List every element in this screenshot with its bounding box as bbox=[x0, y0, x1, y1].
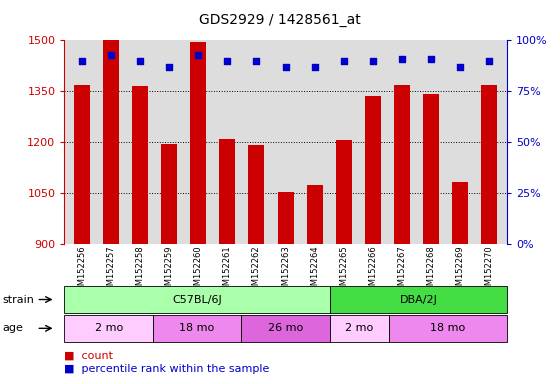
Bar bbox=[307, 185, 323, 244]
Point bbox=[136, 58, 144, 64]
Text: strain: strain bbox=[3, 295, 35, 305]
Point bbox=[427, 56, 436, 62]
Text: DBA/2J: DBA/2J bbox=[399, 295, 437, 305]
Point bbox=[194, 51, 203, 58]
Bar bbox=[220, 139, 235, 244]
Text: C57BL/6J: C57BL/6J bbox=[172, 295, 222, 305]
Bar bbox=[394, 85, 410, 244]
Point bbox=[456, 64, 465, 70]
Point bbox=[77, 58, 86, 64]
Text: 26 mo: 26 mo bbox=[268, 323, 303, 333]
Text: 2 mo: 2 mo bbox=[345, 323, 374, 333]
Bar bbox=[452, 182, 468, 244]
Point bbox=[398, 56, 407, 62]
Bar bbox=[190, 42, 206, 244]
Bar bbox=[74, 85, 90, 244]
Bar bbox=[336, 140, 352, 244]
Bar bbox=[132, 86, 148, 244]
Point bbox=[281, 64, 290, 70]
Bar bbox=[278, 192, 293, 244]
Text: 18 mo: 18 mo bbox=[430, 323, 465, 333]
Point bbox=[339, 58, 348, 64]
Bar bbox=[103, 40, 119, 244]
Text: 2 mo: 2 mo bbox=[95, 323, 123, 333]
Text: 18 mo: 18 mo bbox=[180, 323, 214, 333]
Bar bbox=[482, 85, 497, 244]
Point bbox=[223, 58, 232, 64]
Point bbox=[368, 58, 377, 64]
Bar bbox=[249, 146, 264, 244]
Bar bbox=[423, 94, 439, 244]
Point bbox=[252, 58, 261, 64]
Bar bbox=[365, 96, 381, 244]
Point bbox=[165, 64, 174, 70]
Bar bbox=[161, 144, 177, 244]
Point bbox=[106, 51, 115, 58]
Text: age: age bbox=[3, 323, 24, 333]
Text: ■  percentile rank within the sample: ■ percentile rank within the sample bbox=[64, 364, 270, 374]
Point bbox=[310, 64, 319, 70]
Point bbox=[485, 58, 494, 64]
Text: GDS2929 / 1428561_at: GDS2929 / 1428561_at bbox=[199, 13, 361, 27]
Text: ■  count: ■ count bbox=[64, 350, 113, 360]
